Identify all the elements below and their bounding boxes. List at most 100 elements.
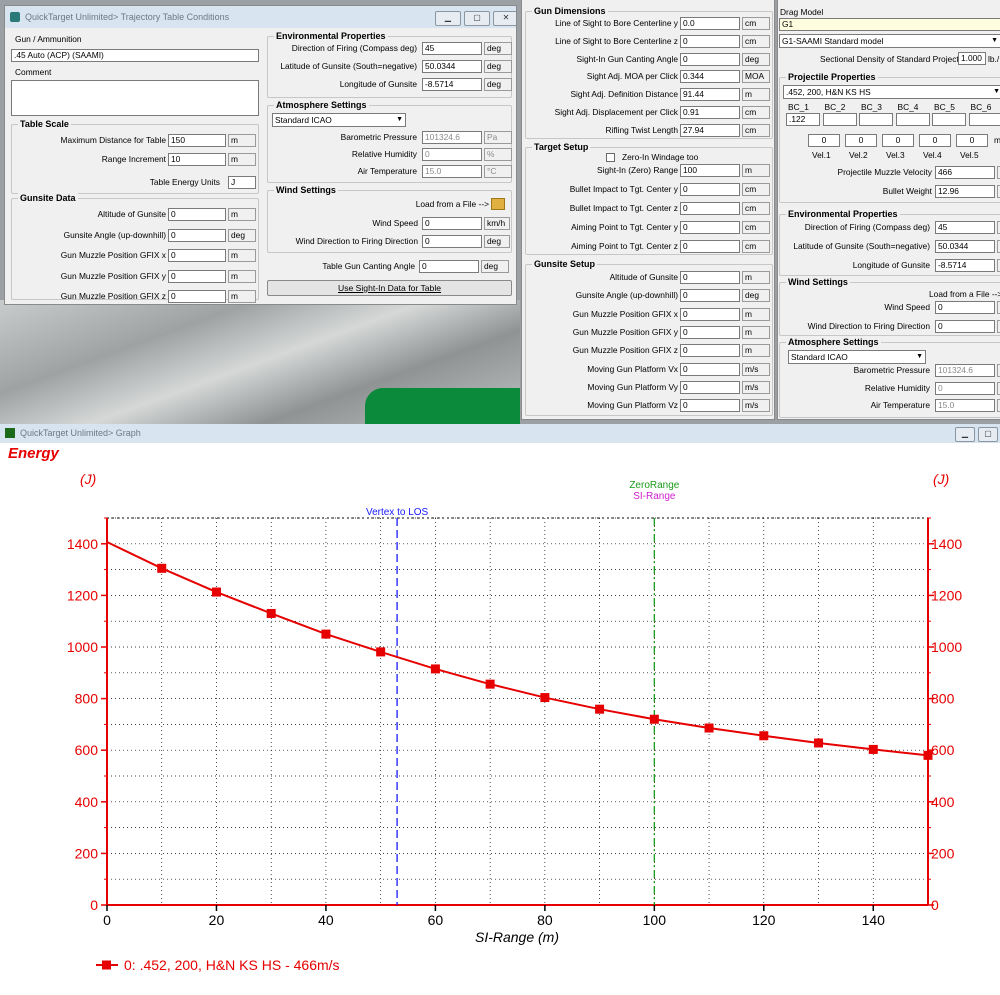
right-wind-dir-unit: d <box>997 320 1000 333</box>
gunsite-setup-row-input[interactable]: 0 <box>680 399 740 413</box>
traj-atmo-row-input[interactable]: 15.0 <box>422 165 482 178</box>
gun-dim-row-input[interactable]: 91.44 <box>680 88 740 102</box>
traj-gunsite-row-input[interactable]: 0 <box>168 290 226 303</box>
folder-open-icon[interactable] <box>491 198 505 210</box>
gunsite-setup-row-unit: deg <box>742 289 770 303</box>
right-atmo-select[interactable]: Standard ICAO ▼ <box>788 350 926 364</box>
max-dist-input[interactable]: 150 <box>168 134 226 147</box>
minimize-icon[interactable]: ▁ <box>435 11 461 26</box>
use-sightin-button[interactable]: Use Sight-In Data for Table <box>267 280 512 296</box>
gun-dim-row-input[interactable]: 0.91 <box>680 106 740 119</box>
bc-input[interactable] <box>895 113 930 126</box>
cant-unit: deg <box>481 260 509 273</box>
bc-input[interactable] <box>968 113 1000 126</box>
bc-input[interactable] <box>822 113 857 126</box>
vel-input[interactable]: 0 <box>882 134 914 147</box>
proj-select-value: .452, 200, H&N KS HS <box>786 87 871 97</box>
trajectory-window-titlebar: QuickTarget Unlimited> Trajectory Table … <box>5 6 516 28</box>
vel-input[interactable]: 0 <box>845 134 877 147</box>
energy-data-point <box>211 587 221 597</box>
traj-env-row-unit: deg <box>484 60 512 73</box>
right-wind-speed-label: Wind Speed <box>884 302 930 312</box>
target-row-input[interactable]: 0 <box>680 221 740 234</box>
gun-ammo-field[interactable]: .45 Auto (ACP) (SAAMI) <box>11 49 259 62</box>
right-atmo-row-input[interactable]: 101324.6 <box>935 364 995 377</box>
right-atmo-title: Atmosphere Settings <box>786 337 881 347</box>
graph-minimize-icon[interactable]: ▁ <box>955 427 975 442</box>
bc-input[interactable] <box>859 113 893 126</box>
proj-select[interactable]: .452, 200, H&N KS HS ▼ <box>783 85 1000 99</box>
comment-field[interactable] <box>11 80 259 116</box>
bc-input[interactable]: .122 <box>786 113 820 126</box>
target-row-input[interactable]: 100 <box>680 164 740 177</box>
gun-dim-row-label: Sight Adj. Displacement per Click <box>554 107 678 117</box>
weight-input[interactable]: 12.96 <box>935 185 995 198</box>
zero-windage-checkbox[interactable] <box>606 153 615 162</box>
traj-atmo-row-input[interactable]: 0 <box>422 148 482 161</box>
sd-field[interactable]: 1.000 <box>958 52 986 65</box>
range-inc-input[interactable]: 10 <box>168 153 226 166</box>
right-env-title: Environmental Properties <box>786 209 900 219</box>
graph-maximize-icon[interactable]: ▢ <box>978 427 998 442</box>
bc-input[interactable] <box>932 113 966 126</box>
traj-env-row-input[interactable]: -8.5714 <box>422 78 482 91</box>
traj-gunsite-row-input[interactable]: 0 <box>168 269 226 283</box>
gunsite-setup-row-input[interactable]: 0 <box>680 289 740 303</box>
plot-frame <box>106 517 929 906</box>
traj-atmo-row-input[interactable]: 101324.6 <box>422 131 482 144</box>
traj-gunsite-row-input[interactable]: 0 <box>168 208 226 221</box>
right-wind-title: Wind Settings <box>786 277 850 287</box>
right-atmo-row-input[interactable]: 15.0 <box>935 399 995 412</box>
vel-input[interactable]: 0 <box>808 134 840 147</box>
atmo-model-select[interactable]: Standard ICAO ▼ <box>272 113 406 127</box>
vel-input[interactable]: 0 <box>919 134 951 147</box>
traj-gunsite-row-input[interactable]: 0 <box>168 228 226 242</box>
right-env-row-input[interactable]: 50.0344 <box>935 240 995 253</box>
energy-data-point <box>814 738 824 748</box>
maximize-icon[interactable]: ▢ <box>464 11 490 26</box>
gun-dim-row-input[interactable]: 0.344 <box>680 70 740 84</box>
gunsite-setup-row-input[interactable]: 0 <box>680 380 740 394</box>
close-icon[interactable]: ✕ <box>493 11 516 26</box>
gunsite-setup-row-input[interactable]: 0 <box>680 307 740 321</box>
gunsite-setup-row-input[interactable]: 0 <box>680 344 740 358</box>
gun-dim-row-input[interactable]: 0.0 <box>680 17 740 30</box>
target-row-input[interactable]: 0 <box>680 183 740 196</box>
drag-model-field[interactable]: G1 <box>779 18 1000 31</box>
std-model-select[interactable]: G1-SAAMI Standard model ▼ <box>779 34 1000 48</box>
target-row-unit: cm <box>742 183 770 196</box>
gun-dim-row-unit: cm <box>742 123 770 137</box>
gun-dim-row-input[interactable]: 0 <box>680 52 740 66</box>
wind-dir-input[interactable]: 0 <box>422 235 482 248</box>
traj-gunsite-row-input[interactable]: 0 <box>168 249 226 262</box>
gun-dim-row-unit: cm <box>742 34 770 48</box>
x-tick-label: 40 <box>318 912 334 928</box>
traj-gunsite-row-label: Gun Muzzle Position GFIX x <box>60 250 166 260</box>
energy-units-field[interactable]: J <box>228 176 256 189</box>
gun-dim-row-label: Sight Adj. Definition Distance <box>570 89 678 100</box>
gunsite-setup-row-input[interactable]: 0 <box>680 362 740 376</box>
vel-input[interactable]: 0 <box>956 134 988 147</box>
target-row-input[interactable]: 0 <box>680 240 740 253</box>
muzzle-input[interactable]: 466 <box>935 166 995 179</box>
gun-setup-window: Gun Dimensions Line of Sight to Bore Cen… <box>521 0 775 420</box>
chevron-down-icon: ▼ <box>993 88 1000 95</box>
target-row-input[interactable]: 0 <box>680 202 740 215</box>
energy-data-point <box>704 723 714 733</box>
wind-speed-input[interactable]: 0 <box>422 217 482 230</box>
traj-env-row-input[interactable]: 45 <box>422 42 482 55</box>
traj-env-row-input[interactable]: 50.0344 <box>422 60 482 73</box>
gunsite-setup-row-label: Gun Muzzle Position GFIX x <box>572 308 678 319</box>
right-wind-speed-input[interactable]: 0 <box>935 301 995 314</box>
right-env-row-input[interactable]: 45 <box>935 221 995 234</box>
traj-atmo-row-label: Relative Humidity <box>351 149 417 159</box>
cant-input[interactable]: 0 <box>419 260 479 273</box>
right-wind-dir-input[interactable]: 0 <box>935 320 995 333</box>
gunsite-setup-row-input[interactable]: 0 <box>680 325 740 339</box>
x-tick-label: 60 <box>428 912 444 928</box>
right-atmo-row-input[interactable]: 0 <box>935 381 995 395</box>
gun-dim-row-input[interactable]: 0 <box>680 34 740 48</box>
gun-dim-row-input[interactable]: 27.94 <box>680 123 740 137</box>
gunsite-setup-row-input[interactable]: 0 <box>680 271 740 284</box>
right-env-row-input[interactable]: -8.5714 <box>935 259 995 272</box>
